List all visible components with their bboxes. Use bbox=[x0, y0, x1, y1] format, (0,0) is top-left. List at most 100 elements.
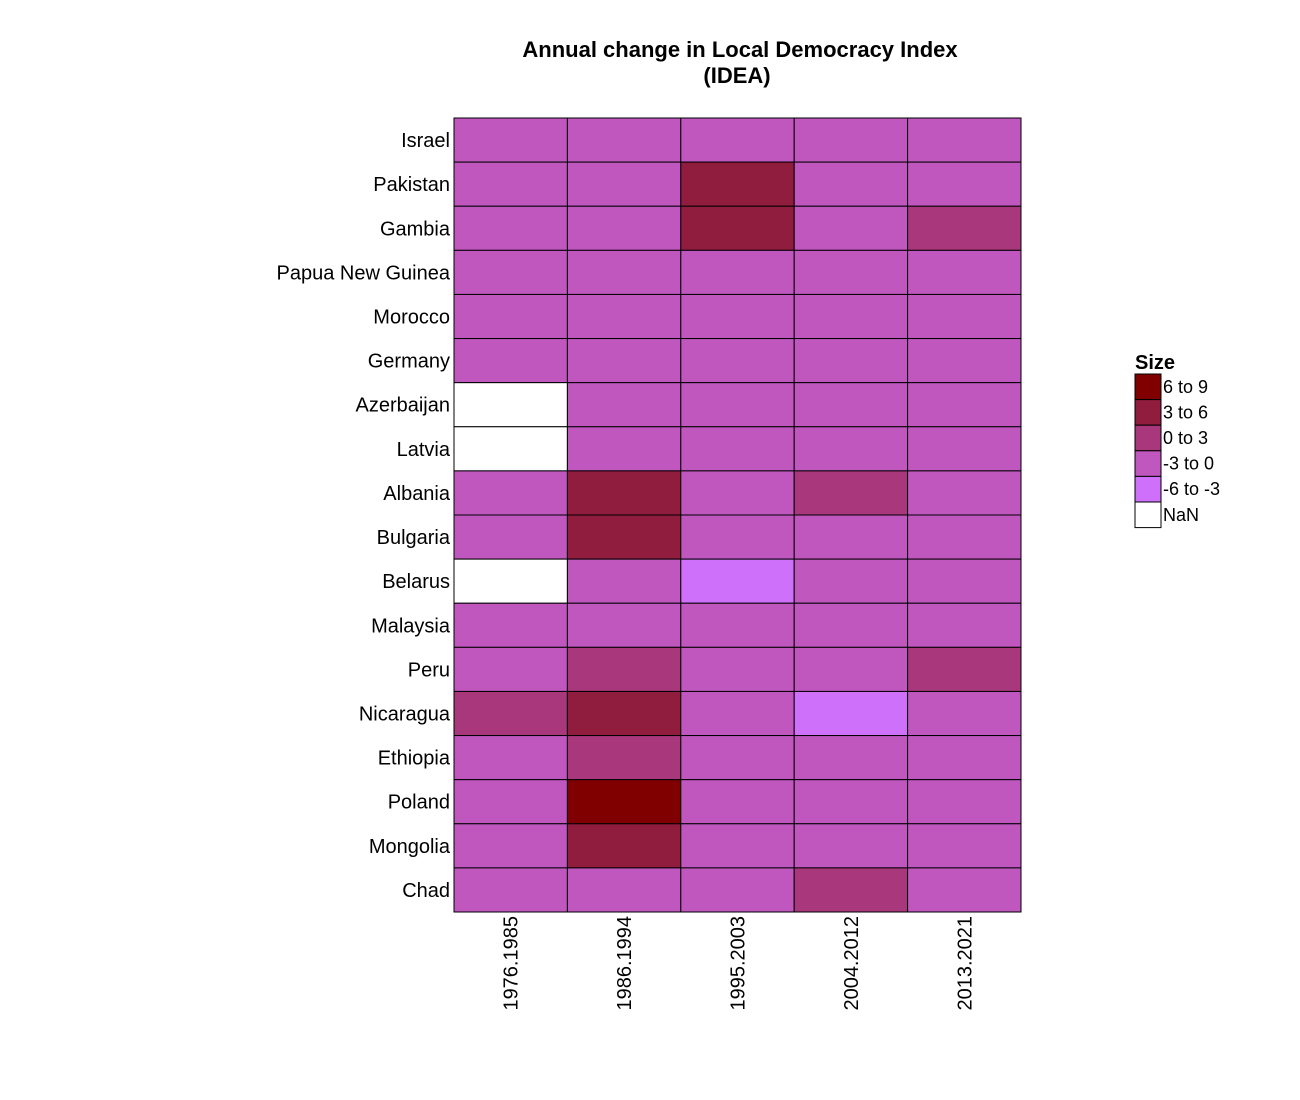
heatmap-cell bbox=[907, 205, 1022, 251]
heatmap-cell bbox=[793, 161, 909, 207]
column-label: 1976.1985 bbox=[501, 916, 523, 1011]
heatmap-cell bbox=[907, 117, 1022, 163]
legend-swatch bbox=[1134, 373, 1162, 401]
heatmap-cell bbox=[907, 293, 1022, 340]
heatmap-cell bbox=[793, 646, 909, 692]
legend-swatch bbox=[1134, 399, 1162, 426]
legend-swatch bbox=[1134, 501, 1162, 529]
heatmap-cell bbox=[907, 779, 1022, 825]
column-label: 1986.1994 bbox=[614, 916, 636, 1011]
row-label: Mongolia bbox=[369, 836, 451, 858]
heatmap-cell bbox=[453, 514, 568, 560]
heatmap-cell bbox=[566, 823, 682, 869]
row-label: Papua New Guinea bbox=[277, 262, 451, 284]
heatmap-cell bbox=[566, 646, 682, 692]
heatmap-cell bbox=[793, 249, 909, 295]
heatmap-cell bbox=[907, 602, 1022, 648]
heatmap-cell bbox=[793, 382, 909, 428]
legend-title: Size bbox=[1135, 352, 1175, 374]
heatmap-cell bbox=[453, 779, 568, 825]
heatmap-cells bbox=[453, 117, 1022, 913]
column-label: 2004.2012 bbox=[841, 916, 863, 1011]
heatmap-cell bbox=[793, 602, 909, 648]
heatmap-cell bbox=[793, 735, 909, 781]
heatmap-cell bbox=[907, 426, 1022, 472]
heatmap-cell bbox=[680, 690, 795, 737]
heatmap-cell bbox=[793, 117, 909, 163]
row-label: Ethiopia bbox=[378, 748, 451, 770]
heatmap-cell bbox=[907, 735, 1022, 781]
row-label: Bulgaria bbox=[377, 527, 451, 549]
row-label: Germany bbox=[368, 351, 450, 373]
heatmap-cell bbox=[680, 514, 795, 560]
legend-label: 6 to 9 bbox=[1163, 377, 1208, 397]
heatmap-cell bbox=[453, 823, 568, 869]
heatmap-cell bbox=[566, 426, 682, 472]
heatmap-cell bbox=[680, 646, 795, 692]
heatmap-cell bbox=[566, 779, 682, 825]
heatmap-cell bbox=[680, 205, 795, 251]
heatmap-cell bbox=[793, 558, 909, 604]
row-label: Nicaragua bbox=[359, 704, 451, 726]
row-label: Gambia bbox=[380, 218, 451, 240]
heatmap-cell bbox=[453, 735, 568, 781]
column-labels: 1976.1985 1986.1994 1995.2003 2004.2012 2013… bbox=[501, 916, 977, 1011]
heatmap-cell bbox=[793, 690, 909, 737]
row-label: Peru bbox=[408, 659, 450, 681]
heatmap-cell bbox=[680, 867, 795, 913]
heatmap-cell bbox=[793, 426, 909, 472]
legend: Size 6 to 9 3 to 6 0 to 3 -3 to 0 -6 to -3 Na… bbox=[1134, 352, 1220, 529]
heatmap-cell bbox=[566, 514, 682, 560]
row-label: Chad bbox=[402, 880, 450, 902]
heatmap-cell bbox=[566, 161, 682, 207]
heatmap-cell bbox=[453, 293, 568, 340]
heatmap-cell bbox=[793, 779, 909, 825]
row-label: Malaysia bbox=[371, 615, 451, 637]
heatmap-cell bbox=[907, 161, 1022, 207]
heatmap-cell bbox=[680, 338, 795, 384]
row-label: Israel bbox=[401, 130, 450, 152]
column-label: 2013.2021 bbox=[954, 916, 976, 1011]
heatmap-cell bbox=[566, 558, 682, 604]
legend-swatch bbox=[1134, 475, 1162, 503]
row-label: Poland bbox=[388, 792, 450, 814]
heatmap-cell bbox=[793, 293, 909, 340]
legend-label: 0 to 3 bbox=[1163, 428, 1208, 448]
heatmap-cell bbox=[680, 117, 795, 163]
row-labels: Israel Pakistan Gambia Papua New Guinea Moro… bbox=[277, 130, 451, 902]
heatmap-cell bbox=[793, 514, 909, 560]
heatmap-cell bbox=[907, 382, 1022, 428]
heatmap-cell bbox=[566, 293, 682, 340]
heatmap-cell bbox=[453, 602, 568, 648]
heatmap-cell bbox=[907, 249, 1022, 295]
heatmap-cell bbox=[680, 735, 795, 781]
heatmap-cell bbox=[453, 690, 568, 737]
heatmap-cell bbox=[680, 161, 795, 207]
heatmap-cell bbox=[453, 558, 568, 604]
heatmap-cell bbox=[453, 646, 568, 692]
row-label: Pakistan bbox=[373, 174, 450, 196]
heatmap-cell bbox=[453, 470, 568, 516]
heatmap-cell bbox=[680, 382, 795, 428]
legend-label: -6 to -3 bbox=[1163, 479, 1220, 499]
heatmap-cell bbox=[680, 426, 795, 472]
row-label: Morocco bbox=[373, 307, 450, 329]
heatmap-cell bbox=[680, 823, 795, 869]
heatmap-cell bbox=[907, 338, 1022, 384]
heatmap-cell bbox=[566, 205, 682, 251]
chart-title-line-2: (IDEA) bbox=[703, 63, 770, 88]
heatmap-cell bbox=[907, 867, 1022, 913]
row-label: Latvia bbox=[397, 439, 451, 461]
legend-swatch bbox=[1134, 450, 1162, 477]
heatmap-cell bbox=[566, 690, 682, 737]
heatmap-cell bbox=[793, 470, 909, 516]
heatmap-cell bbox=[907, 470, 1022, 516]
heatmap-cell bbox=[907, 690, 1022, 737]
row-label: Belarus bbox=[382, 571, 450, 593]
heatmap-cell bbox=[680, 602, 795, 648]
heatmap-cell bbox=[453, 205, 568, 251]
heatmap-cell bbox=[680, 249, 795, 295]
heatmap-cell bbox=[453, 338, 568, 384]
heatmap-cell bbox=[907, 558, 1022, 604]
